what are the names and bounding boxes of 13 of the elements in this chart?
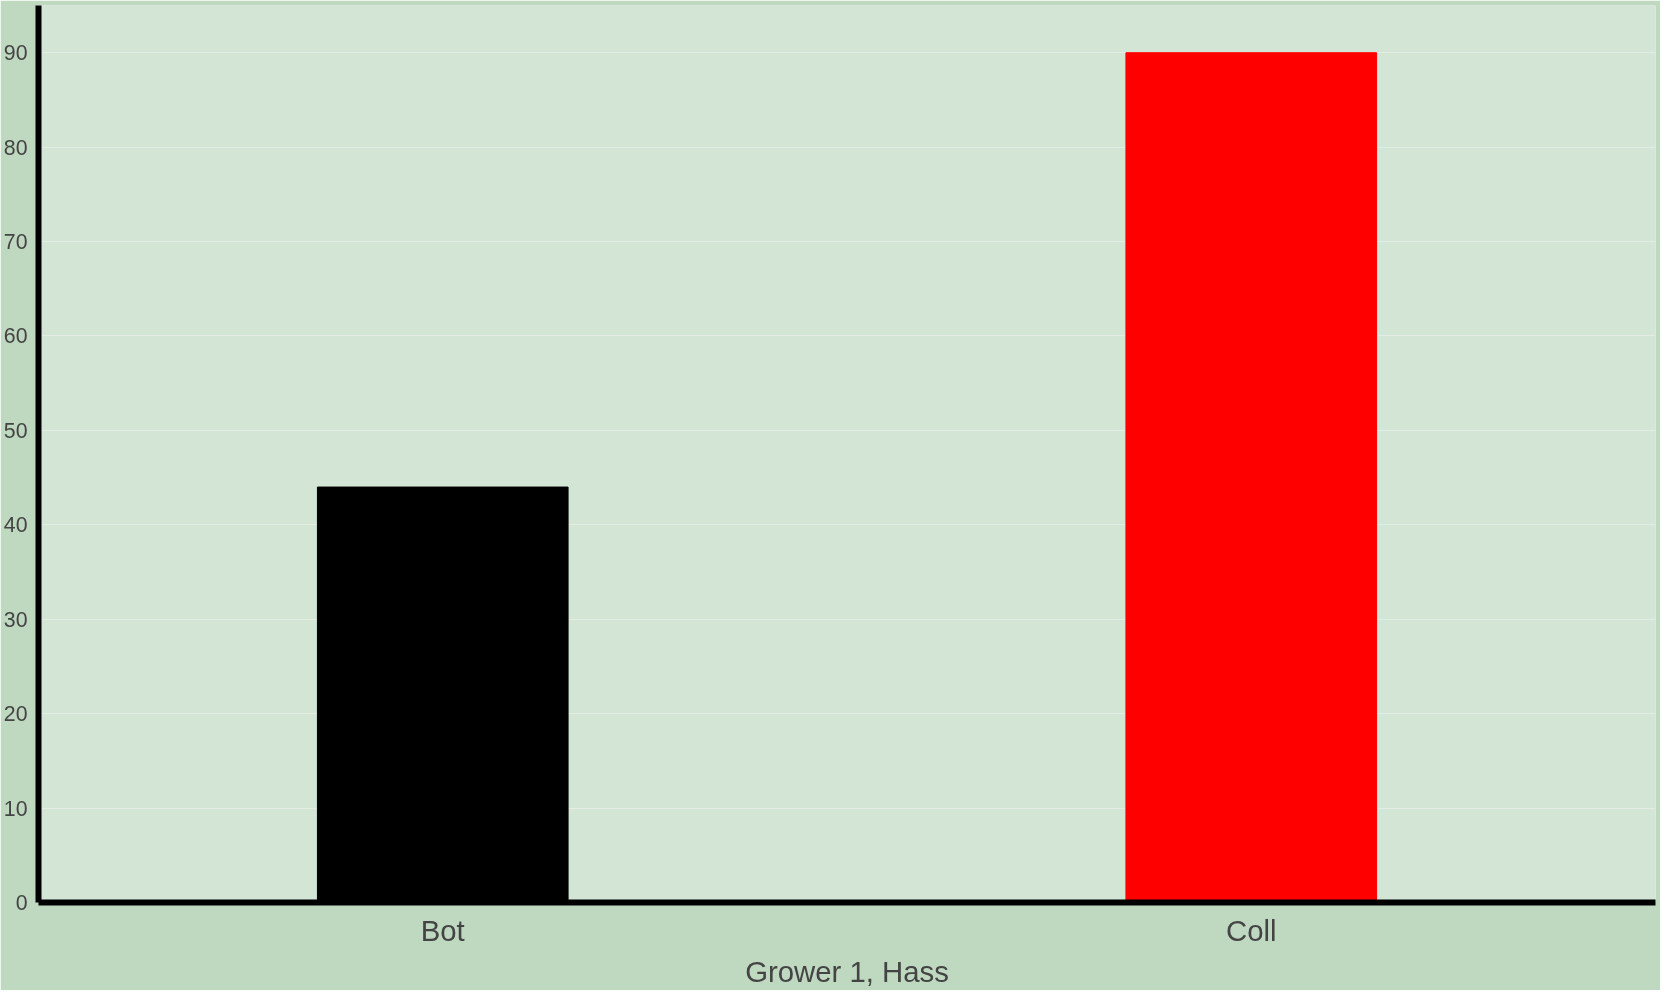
y-tick-label: 80 <box>3 135 28 160</box>
y-tick-label: 60 <box>3 324 28 349</box>
y-tick-label: 0 <box>15 891 28 915</box>
y-tick-label: 40 <box>3 513 28 538</box>
y-tick-label: 20 <box>3 702 28 727</box>
x-tick-label: Coll <box>1225 913 1277 947</box>
y-tick-label: 70 <box>3 230 28 255</box>
y-tick-label: 50 <box>3 418 28 443</box>
x-tick-label: Bot <box>420 913 465 947</box>
y-tick-label: 90 <box>3 41 28 66</box>
y-tick-label: 30 <box>3 607 28 632</box>
x-axis-title: Grower 1, Hass <box>745 954 949 988</box>
y-tick-label: 10 <box>3 796 28 821</box>
